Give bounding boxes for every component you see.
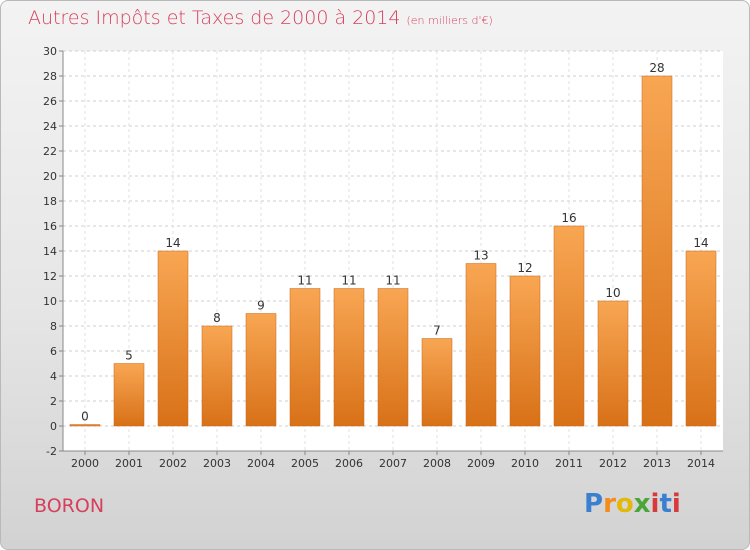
logo-letter: r xyxy=(603,489,616,519)
y-tick-label: 8 xyxy=(50,320,57,333)
y-tick-label: 18 xyxy=(43,195,57,208)
bar-2012 xyxy=(597,300,629,427)
x-tick-label-2004: 2004 xyxy=(247,457,275,470)
bar-2013 xyxy=(641,75,673,427)
x-tick-label-2014: 2014 xyxy=(687,457,715,470)
value-label-2005: 11 xyxy=(297,274,312,288)
bar-2002 xyxy=(157,250,189,427)
y-tick-label: -2 xyxy=(46,445,57,458)
value-labels: 0 5 14 8 9 11 11 11 7 13 12 16 10 28 14 xyxy=(81,61,708,424)
x-tick-label-2009: 2009 xyxy=(467,457,495,470)
x-tick-label-2005: 2005 xyxy=(291,457,319,470)
logo-letter: i xyxy=(650,489,660,519)
y-tick-label: 2 xyxy=(50,395,57,408)
value-label-2011: 16 xyxy=(561,211,576,225)
bar-2003 xyxy=(201,325,233,427)
bar-2010 xyxy=(509,275,541,427)
bar-2008 xyxy=(421,338,453,427)
logo-letter: t xyxy=(659,489,672,519)
logo-letter: P xyxy=(584,489,604,519)
value-label-2014: 14 xyxy=(693,236,708,250)
bar-2014 xyxy=(685,250,717,427)
y-tick-label: 22 xyxy=(43,145,57,158)
bar-2000 xyxy=(69,424,101,427)
x-tick-label-2013: 2013 xyxy=(643,457,671,470)
y-tick-label: 30 xyxy=(43,45,57,58)
y-tick-label: 20 xyxy=(43,170,57,183)
value-label-2008: 7 xyxy=(433,324,441,338)
place-name: BORON xyxy=(34,495,105,517)
value-label-2002: 14 xyxy=(165,236,180,250)
value-label-2007: 11 xyxy=(385,274,400,288)
x-tick-label-2001: 2001 xyxy=(115,457,143,470)
value-label-2009: 13 xyxy=(473,249,488,263)
logo-letter: o xyxy=(615,489,634,519)
y-tick-label: 14 xyxy=(43,245,57,258)
logo-letter: x xyxy=(633,489,651,519)
x-tick-label-2002: 2002 xyxy=(159,457,187,470)
value-label-2012: 10 xyxy=(605,286,620,300)
value-label-2000: 0 xyxy=(81,410,89,424)
y-tick-label: 10 xyxy=(43,295,57,308)
bar-2007 xyxy=(377,288,409,427)
x-tick-label-2008: 2008 xyxy=(423,457,451,470)
y-tick-label: 26 xyxy=(43,95,57,108)
x-tick-label-2010: 2010 xyxy=(511,457,539,470)
y-tick-label: 6 xyxy=(50,345,57,358)
x-tick-label-2011: 2011 xyxy=(555,457,583,470)
value-label-2003: 8 xyxy=(213,311,221,325)
x-tick-label-2006: 2006 xyxy=(335,457,363,470)
y-tick-label: 12 xyxy=(43,270,57,283)
bar-2009 xyxy=(465,263,497,427)
x-tick-label-2000: 2000 xyxy=(71,457,99,470)
value-label-2006: 11 xyxy=(341,274,356,288)
bar-2001 xyxy=(113,363,145,427)
proxiti-logo: Proxiti xyxy=(584,489,681,519)
chart-title-text: Autres Impôts et Taxes de 2000 à 2014 xyxy=(28,7,401,29)
bar-2011 xyxy=(553,225,585,427)
value-label-2010: 12 xyxy=(517,261,532,275)
chart-subtitle: (en milliers d'€) xyxy=(406,14,493,27)
value-label-2004: 9 xyxy=(257,299,265,313)
x-tick-label-2012: 2012 xyxy=(599,457,627,470)
logo-letter: i xyxy=(671,489,681,519)
x-tick-label-2003: 2003 xyxy=(203,457,231,470)
y-tick-label: 24 xyxy=(43,120,57,133)
bar-2006 xyxy=(333,288,365,427)
bar-2005 xyxy=(289,288,321,427)
y-tick-label: 16 xyxy=(43,220,57,233)
bar-2004 xyxy=(245,313,277,427)
axes xyxy=(59,50,723,455)
value-label-2013: 28 xyxy=(649,61,664,75)
y-tick-label: 0 xyxy=(50,420,57,433)
bars xyxy=(69,75,717,427)
chart-title: Autres Impôts et Taxes de 2000 à 2014 (en… xyxy=(28,7,493,29)
y-tick-label: 28 xyxy=(43,70,57,83)
value-label-2001: 5 xyxy=(125,349,133,363)
x-tick-label-2007: 2007 xyxy=(379,457,407,470)
y-tick-label: 4 xyxy=(50,370,57,383)
